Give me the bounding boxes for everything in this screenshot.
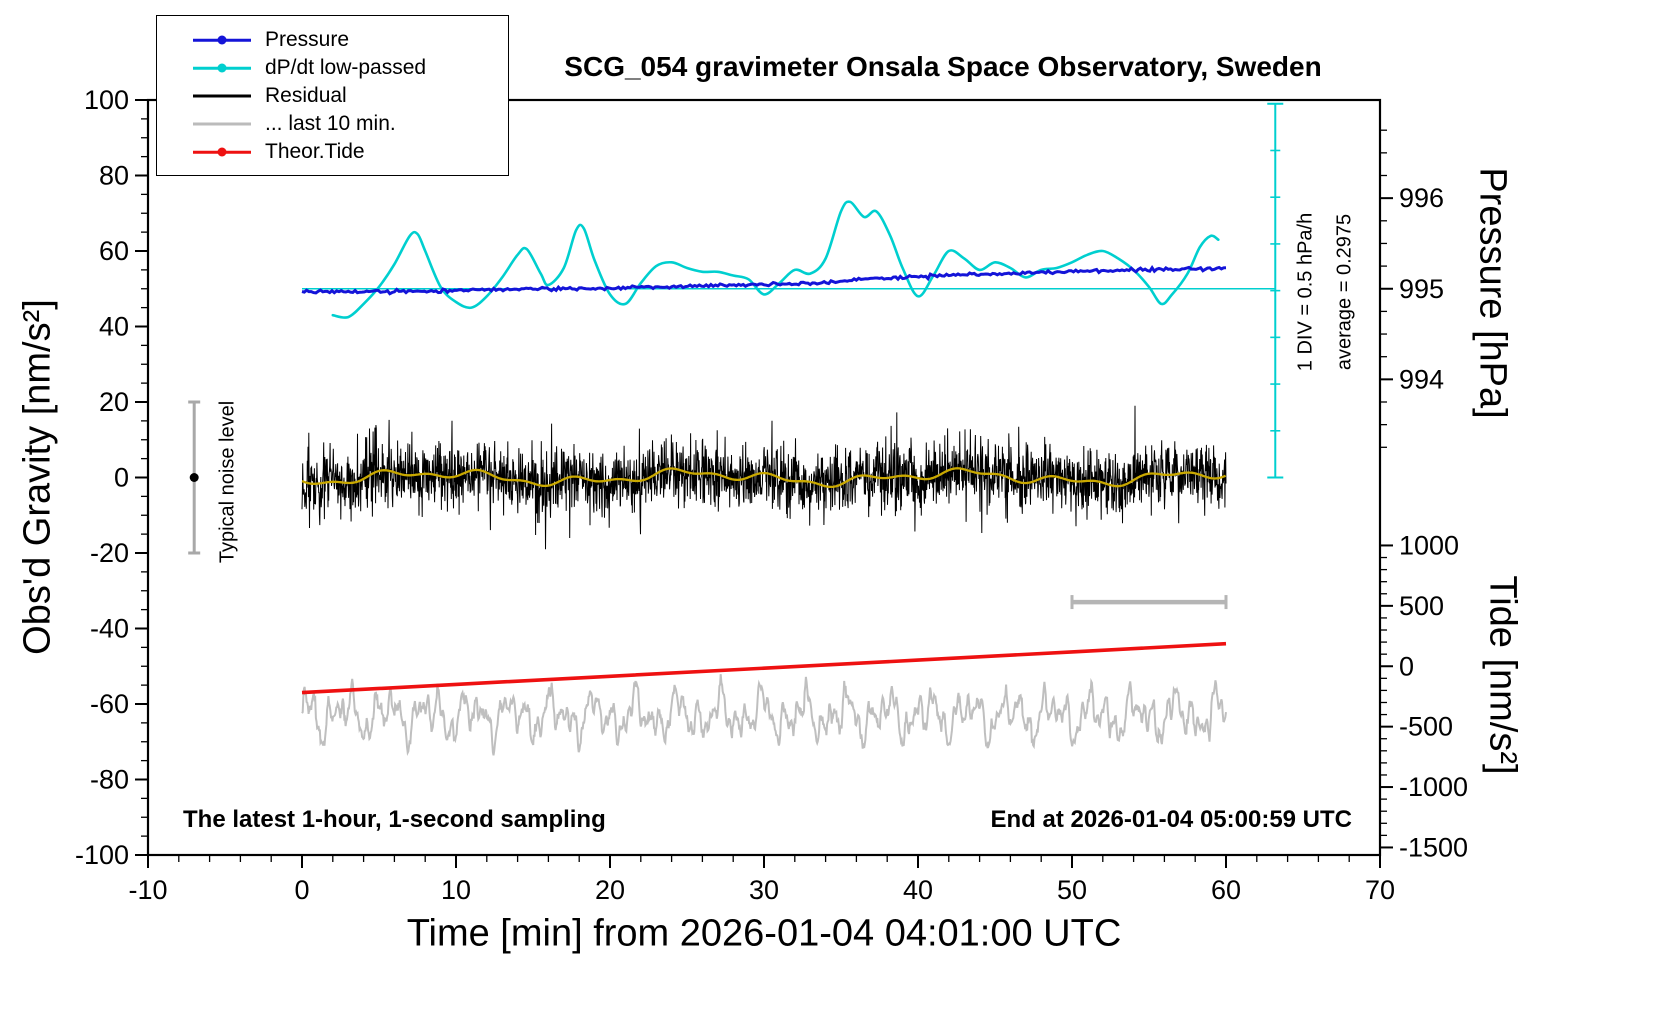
legend-line <box>193 122 251 126</box>
x-tick-label: 0 <box>294 875 309 905</box>
tide-tick-label: 1000 <box>1399 530 1459 560</box>
pressure-tick-label: 996 <box>1399 183 1444 213</box>
legend-label: Pressure <box>265 28 350 51</box>
legend-line-sample <box>193 62 251 74</box>
y-tick-label: -60 <box>90 689 129 719</box>
pressure-tick-label: 994 <box>1399 364 1444 394</box>
end-time-note: End at 2026-01-04 05:00:59 UTC <box>990 806 1353 833</box>
x-tick-label: 50 <box>1057 875 1087 905</box>
x-tick-label: -10 <box>128 875 167 905</box>
y-axis-label-pressure: Pressure [hPa] <box>1471 167 1514 419</box>
x-axis-label: Time [min] from 2026-01-04 04:01:00 UTC <box>406 912 1122 955</box>
series-theor-tide <box>301 641 1227 695</box>
series-residual <box>301 405 1227 550</box>
y-axis-label-gravity: Obs'd Gravity [nm/s²] <box>16 299 59 655</box>
legend-label: dP/dt low-passed <box>265 56 427 79</box>
y-tick-label: 60 <box>99 236 129 266</box>
tide-tick-label: -1000 <box>1399 772 1468 802</box>
y-tick-label: 80 <box>99 161 129 191</box>
legend-marker-dot <box>217 35 227 45</box>
tide-tick-label: -500 <box>1399 712 1453 742</box>
legend: Pressure dP/dt low-passed Residual ... last… <box>156 15 509 176</box>
legend-label: Theor.Tide <box>265 140 365 163</box>
y-tick-label: -100 <box>75 840 129 870</box>
y-tick-label: 100 <box>84 85 129 115</box>
y-tick-label: 40 <box>99 312 129 342</box>
chart-title: SCG_054 gravimeter Onsala Space Observat… <box>564 51 1322 82</box>
series-last10min <box>301 674 1227 757</box>
sampling-note: The latest 1-hour, 1-second sampling <box>183 806 606 833</box>
y-tick-label: 20 <box>99 387 129 417</box>
y-tick-label: -80 <box>90 765 129 795</box>
series-dpdt <box>331 200 1220 319</box>
series-pressure <box>301 264 1227 296</box>
y-axis-label-tide: Tide [nm/s²] <box>1481 575 1524 775</box>
series-residual-lowpass <box>301 467 1227 489</box>
legend-item: dP/dt low-passed <box>157 54 508 82</box>
noise-level-label: Typical noise level <box>216 400 239 564</box>
div-scale-label: 1 DIV = 0.5 hPa/h <box>1294 212 1317 372</box>
legend-label: ... last 10 min. <box>265 112 396 135</box>
legend-marker-dot <box>217 147 227 157</box>
x-tick-label: 40 <box>903 875 933 905</box>
x-tick-label: 60 <box>1211 875 1241 905</box>
x-tick-label: 30 <box>749 875 779 905</box>
tide-tick-label: 0 <box>1399 651 1414 681</box>
legend-item: ... last 10 min. <box>157 110 508 138</box>
legend-line <box>193 94 251 98</box>
legend-marker-dot <box>217 63 227 73</box>
noise-errorbar-dot <box>189 473 199 482</box>
y-tick-label: -20 <box>90 538 129 568</box>
x-tick-label: 20 <box>595 875 625 905</box>
legend-label: Residual <box>265 84 347 107</box>
pressure-tick-label: 995 <box>1399 274 1444 304</box>
legend-line-sample <box>193 90 251 102</box>
legend-line-sample <box>193 118 251 130</box>
y-tick-label: -40 <box>90 614 129 644</box>
tide-tick-label: -1500 <box>1399 832 1468 862</box>
x-tick-label: 70 <box>1365 875 1395 905</box>
legend-item: Residual <box>157 82 508 110</box>
x-tick-label: 10 <box>441 875 471 905</box>
legend-line-sample <box>193 146 251 158</box>
tide-tick-label: 500 <box>1399 591 1444 621</box>
legend-line-sample <box>193 34 251 46</box>
y-tick-label: 0 <box>114 463 129 493</box>
legend-item: Theor.Tide <box>157 138 508 166</box>
legend-item: Pressure <box>157 26 508 54</box>
average-label: average = 0.2975 <box>1333 213 1356 371</box>
